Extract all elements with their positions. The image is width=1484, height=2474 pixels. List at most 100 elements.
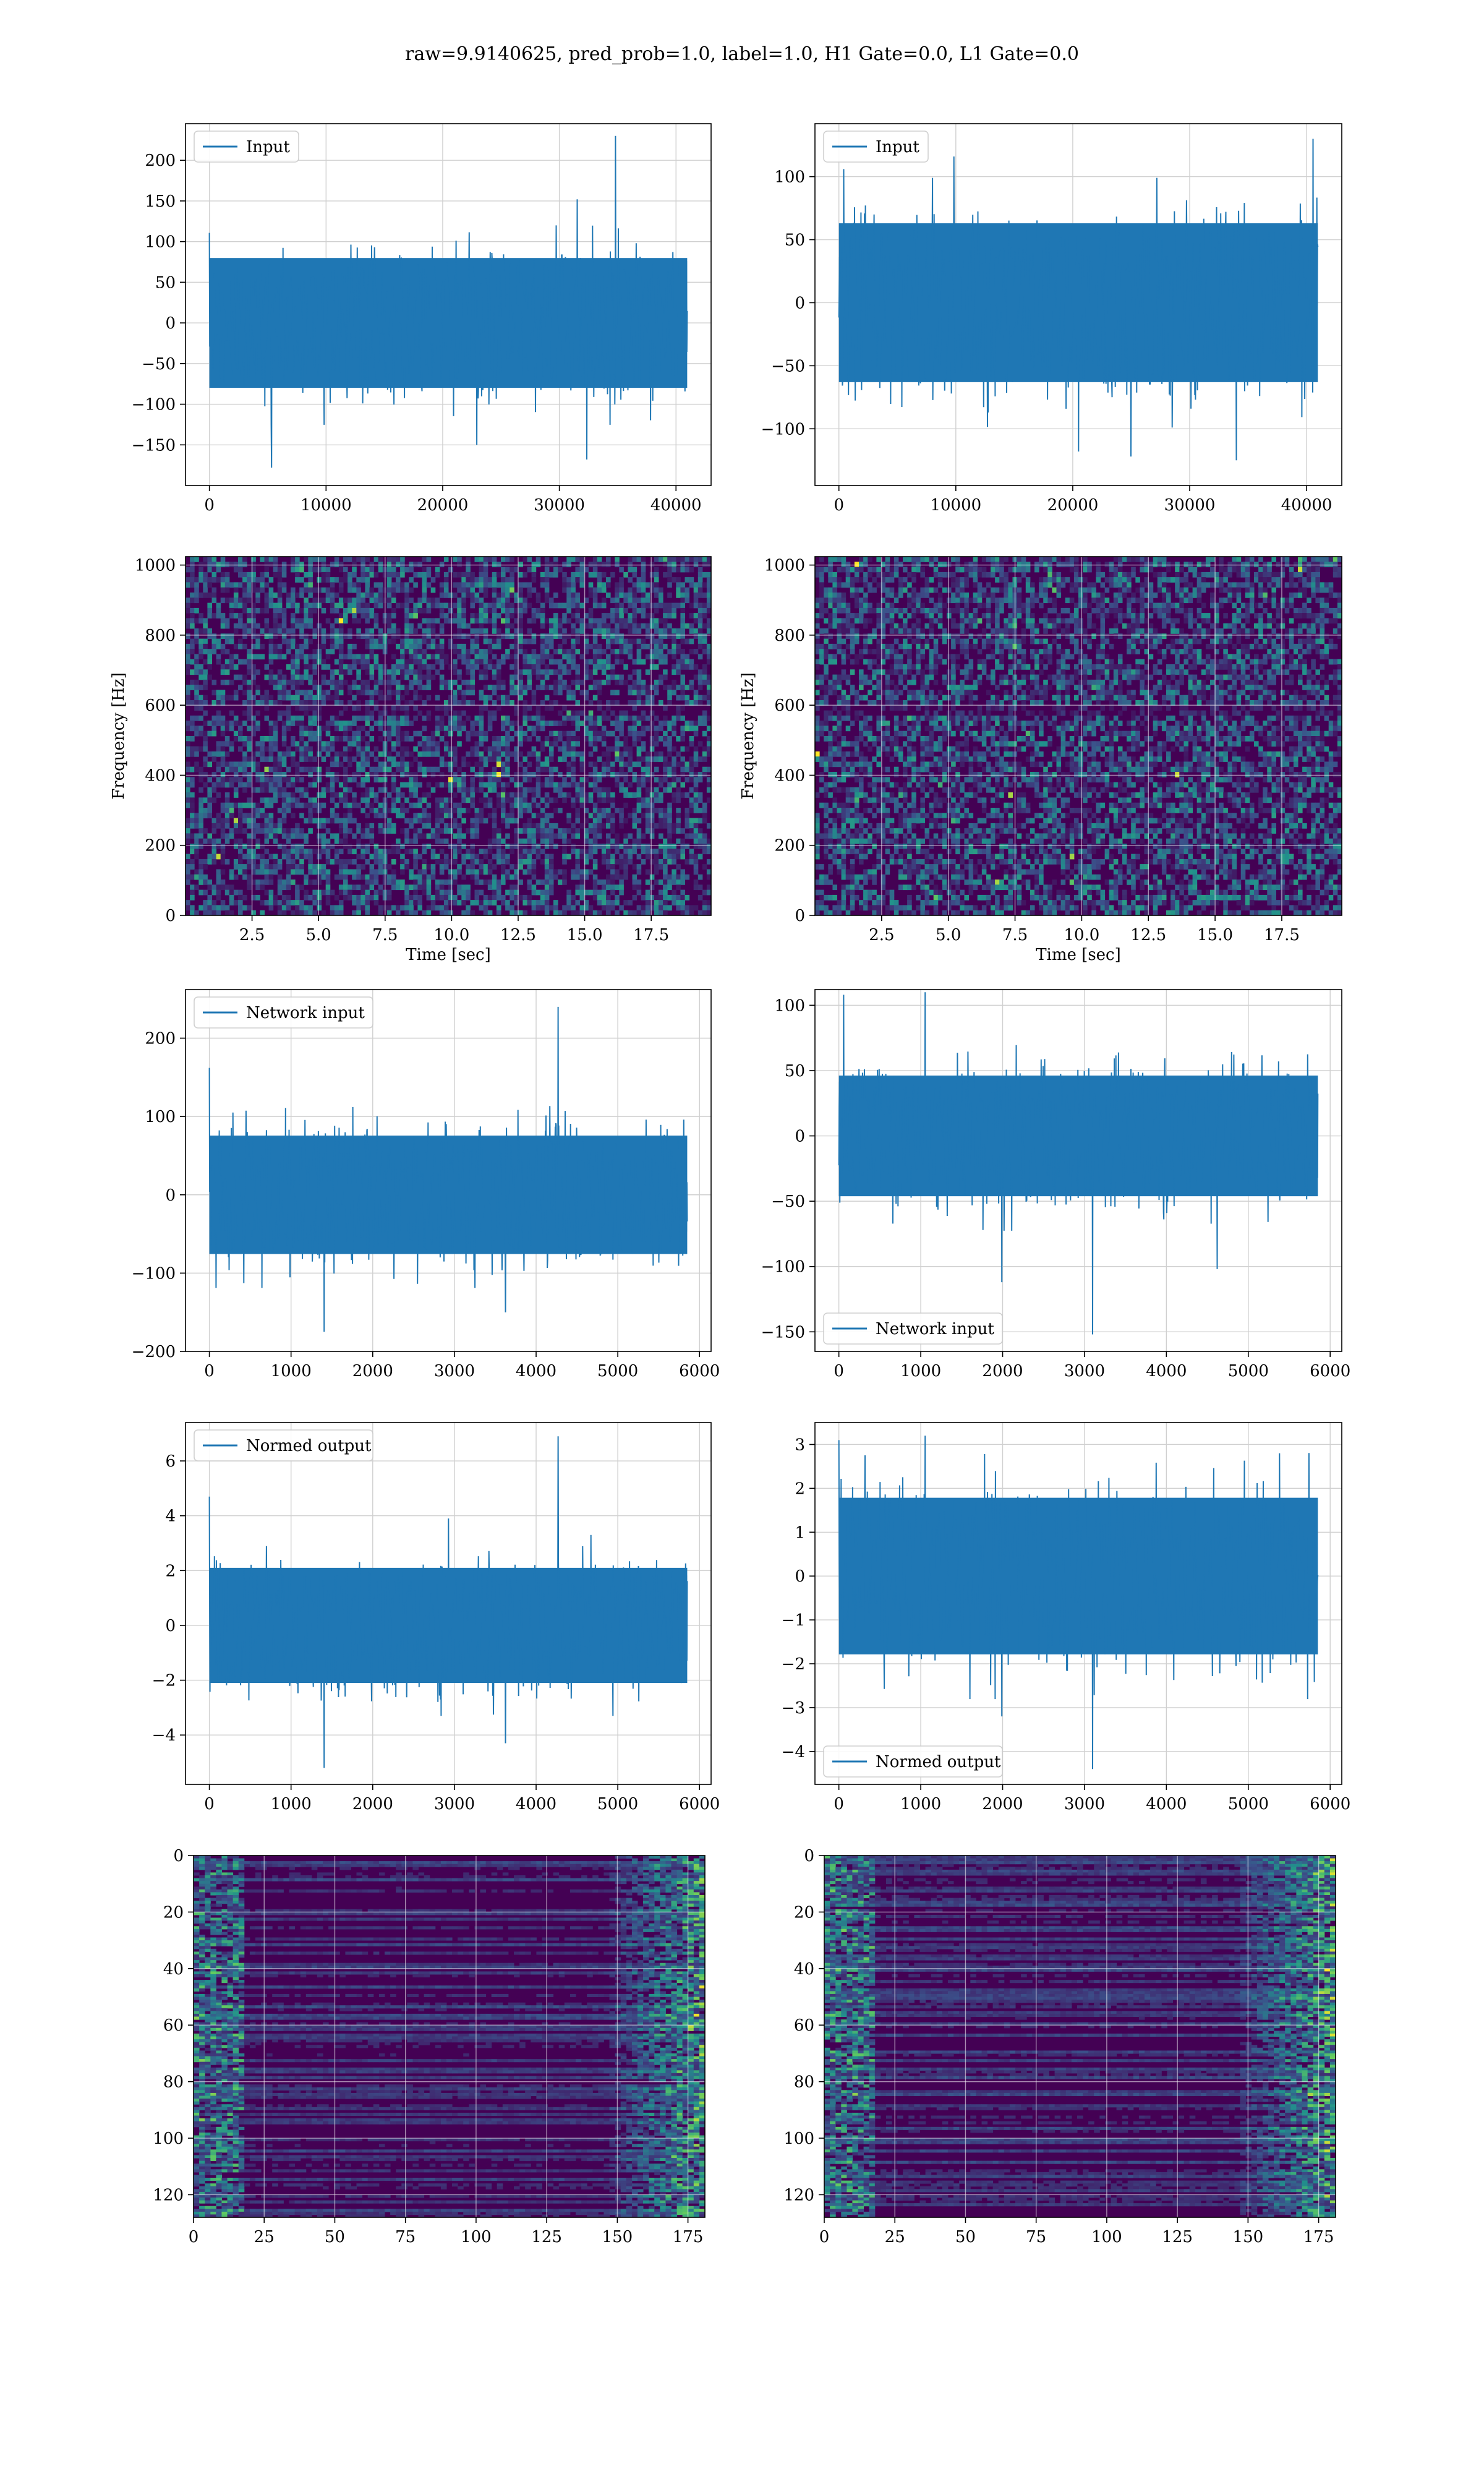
heatmap-cell — [190, 751, 195, 757]
heatmap-cell — [369, 854, 375, 860]
heatmap-cell — [702, 730, 707, 737]
heatmap-cell — [386, 567, 392, 573]
heatmap-cell — [281, 726, 287, 732]
heatmap-cell — [505, 730, 510, 737]
heatmap-cell — [417, 623, 422, 629]
heatmap-cell — [606, 854, 611, 860]
heatmap-cell — [667, 766, 672, 773]
heatmap-cell — [203, 797, 208, 803]
heatmap-cell — [260, 828, 265, 834]
heatmap-cell — [220, 623, 226, 629]
heatmap-cell — [501, 741, 506, 747]
heatmap-cell — [461, 889, 466, 896]
heatmap-cell — [295, 618, 300, 624]
heatmap-cell — [518, 894, 523, 901]
heatmap-cell — [360, 633, 365, 640]
heatmap-cell — [531, 869, 537, 875]
heatmap-cell — [527, 818, 532, 824]
heatmap-cell — [391, 787, 396, 793]
heatmap-cell — [348, 628, 352, 634]
heatmap-cell — [308, 808, 313, 813]
heatmap-cell — [649, 858, 655, 865]
heatmap-cell — [373, 858, 379, 865]
heatmap-cell — [365, 884, 370, 891]
heatmap-cell — [348, 654, 352, 660]
heatmap-cell — [672, 849, 676, 855]
heatmap-cell — [299, 756, 304, 762]
heatmap-cell — [304, 894, 309, 901]
heatmap-cell — [553, 797, 558, 803]
heatmap-cell — [417, 710, 422, 716]
heatmap-cell — [356, 715, 361, 721]
heatmap-cell — [474, 741, 480, 747]
heatmap-cell — [247, 577, 252, 583]
heatmap-cell — [676, 669, 681, 675]
heatmap-cell — [571, 679, 576, 685]
heatmap-cell — [312, 685, 317, 690]
heatmap-cell — [286, 766, 291, 773]
heatmap-cell — [592, 884, 598, 891]
heatmap-cell — [457, 782, 462, 788]
heatmap-cell — [466, 664, 471, 670]
heatmap-cell — [697, 884, 703, 891]
heatmap-cell — [198, 880, 203, 885]
heatmap-cell — [247, 587, 252, 593]
heatmap-cell — [304, 746, 309, 752]
heatmap-cell — [505, 869, 510, 875]
heatmap-cell — [360, 833, 365, 839]
heatmap-cell — [684, 818, 690, 824]
heatmap-cell — [190, 874, 195, 880]
heatmap-cell — [404, 782, 409, 788]
heatmap-cell — [623, 751, 628, 757]
heatmap-cell — [492, 838, 497, 844]
heatmap-cell — [229, 894, 234, 901]
heatmap-cell — [540, 900, 545, 905]
heatmap-cell — [659, 736, 663, 742]
heatmap-cell — [325, 721, 331, 726]
heatmap-cell — [317, 880, 322, 885]
heatmap-cell — [702, 864, 707, 870]
heatmap-cell — [317, 736, 322, 742]
heatmap-cell — [649, 710, 655, 716]
heatmap-cell — [514, 685, 519, 690]
heatmap-cell — [514, 772, 519, 777]
heatmap-cell — [391, 669, 396, 675]
heatmap-cell — [479, 858, 484, 865]
heatmap-cell — [417, 818, 422, 824]
heatmap-cell — [641, 587, 646, 593]
heatmap-cell — [448, 880, 453, 885]
heatmap-cell — [386, 756, 392, 762]
heatmap-cell — [544, 593, 550, 598]
heatmap-cell — [676, 813, 681, 819]
heatmap-cell — [597, 880, 602, 885]
heatmap-cell — [492, 607, 497, 614]
heatmap-cell — [684, 761, 690, 768]
y-tick-label: −100 — [761, 420, 805, 439]
heatmap-cell — [190, 643, 195, 649]
heatmap-cell — [636, 587, 642, 593]
heatmap-cell — [457, 802, 462, 808]
heatmap-cell — [501, 787, 506, 793]
heatmap-cell — [291, 654, 296, 660]
heatmap-cell — [190, 571, 195, 578]
heatmap-cell — [439, 772, 445, 777]
heatmap-cell — [636, 756, 642, 762]
heatmap-cell — [597, 679, 602, 685]
heatmap-cell — [641, 746, 646, 752]
heatmap-cell — [457, 823, 462, 829]
heatmap-cell — [479, 577, 484, 583]
heatmap-cell — [501, 715, 506, 721]
heatmap-cell — [522, 705, 527, 711]
heatmap-cell — [448, 777, 453, 783]
heatmap-cell — [295, 777, 300, 783]
heatmap-cell — [198, 571, 203, 578]
heatmap-cell — [672, 633, 676, 640]
heatmap-cell — [430, 597, 436, 604]
heatmap-cell — [667, 751, 672, 757]
heatmap-cell — [544, 813, 550, 819]
heatmap-cell — [680, 562, 685, 568]
heatmap-cell — [601, 571, 607, 578]
heatmap-cell — [492, 562, 497, 568]
heatmap-cell — [317, 685, 322, 690]
heatmap-cell — [579, 690, 585, 696]
